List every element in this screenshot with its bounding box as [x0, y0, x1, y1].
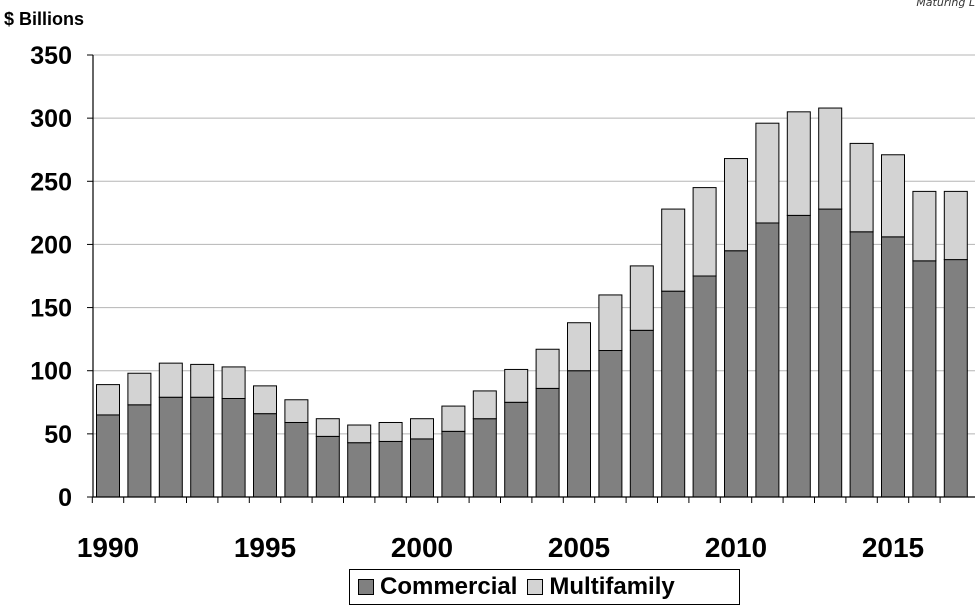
- legend-swatch-multifamily: [527, 579, 544, 595]
- y-tick-label: 150: [30, 295, 72, 323]
- bar-multifamily-1991: [127, 372, 152, 406]
- bar-multifamily-2010: [724, 158, 748, 252]
- bar-commercial-1996: [284, 421, 309, 498]
- bar-commercial-2000: [410, 438, 434, 498]
- bar-multifamily-1993: [190, 363, 215, 398]
- y-tick-label: 50: [44, 421, 72, 449]
- bar-commercial-2006: [598, 350, 623, 498]
- legend: Commercial Multifamily: [349, 569, 740, 605]
- bar-commercial-2014: [849, 231, 874, 498]
- bar-multifamily-1996: [284, 399, 309, 423]
- bars: [96, 107, 968, 498]
- legend-item-multifamily: Multifamily: [527, 573, 675, 601]
- bar-commercial-1998: [347, 442, 372, 498]
- bar-multifamily-2008: [661, 208, 686, 292]
- bar-multifamily-2014: [849, 142, 874, 233]
- bar-commercial-1990: [96, 414, 120, 498]
- bar-commercial-1995: [253, 413, 277, 498]
- y-axis-label: $ Billions: [4, 9, 85, 29]
- bar-commercial-2017: [943, 259, 968, 498]
- bar-commercial-2005: [567, 370, 591, 498]
- x-tick-label: 2010: [705, 532, 767, 563]
- bar-multifamily-2005: [567, 322, 591, 372]
- bar-commercial-2002: [472, 418, 497, 498]
- bar-commercial-2009: [692, 275, 717, 498]
- bar-multifamily-2004: [535, 348, 560, 389]
- bar-commercial-2010: [724, 250, 748, 498]
- bar-commercial-2011: [755, 222, 780, 498]
- bar-multifamily-1995: [253, 385, 277, 415]
- bar-multifamily-1999: [378, 421, 403, 442]
- bar-multifamily-1990: [96, 384, 120, 416]
- legend-swatch-commercial: [358, 579, 374, 595]
- legend-label-multifamily: Multifamily: [549, 573, 675, 600]
- bar-commercial-1992: [158, 396, 183, 498]
- bar-multifamily-2011: [755, 122, 780, 224]
- x-tick-labels: 1990 1995 2000 2005 2010 2015: [77, 532, 924, 563]
- bar-commercial-1994: [221, 397, 246, 498]
- bar-multifamily-2016: [912, 190, 937, 262]
- y-tick-label: 300: [30, 105, 72, 133]
- bar-multifamily-1998: [347, 424, 372, 444]
- bar-multifamily-2002: [472, 390, 497, 420]
- bar-commercial-1997: [315, 435, 340, 498]
- bar-multifamily-2013: [818, 107, 843, 210]
- bar-multifamily-2007: [629, 265, 654, 331]
- y-tick-label: 0: [58, 484, 72, 512]
- bar-multifamily-2012: [786, 111, 811, 216]
- bar-commercial-2016: [912, 260, 937, 498]
- bar-commercial-2007: [629, 329, 654, 498]
- y-tick-label: 250: [30, 168, 72, 196]
- bar-commercial-2015: [881, 236, 905, 498]
- bar-commercial-1991: [127, 404, 152, 498]
- x-tick-label: 2005: [548, 532, 610, 563]
- bar-multifamily-2000: [410, 418, 434, 440]
- bar-multifamily-2003: [504, 368, 529, 403]
- bar-multifamily-2006: [598, 294, 623, 352]
- y-tick-label: 100: [30, 358, 72, 386]
- bar-commercial-2008: [661, 290, 686, 498]
- x-tick-label: 1995: [234, 532, 296, 563]
- axes: [87, 54, 975, 503]
- bar-commercial-2004: [535, 387, 560, 498]
- legend-item-commercial: Commercial: [358, 573, 517, 601]
- y-tick-label: 200: [30, 231, 72, 259]
- bar-multifamily-2017: [943, 190, 968, 261]
- bar-commercial-2012: [786, 214, 811, 498]
- bar-multifamily-1997: [315, 418, 340, 437]
- x-tick-label: 1990: [77, 532, 139, 563]
- bar-commercial-1993: [190, 396, 215, 498]
- bar-multifamily-2015: [881, 154, 905, 238]
- bar-commercial-1999: [378, 440, 403, 498]
- bar-commercial-2003: [504, 401, 529, 498]
- y-tick-labels: 0 50 100 150 200 250 300 350: [30, 42, 72, 512]
- y-tick-label: 350: [30, 42, 72, 70]
- legend-label-commercial: Commercial: [380, 573, 518, 600]
- x-tick-label: 2000: [391, 532, 453, 563]
- bar-multifamily-1994: [221, 366, 246, 399]
- bar-multifamily-2001: [441, 405, 466, 432]
- x-tick-label: 2015: [862, 532, 924, 563]
- bar-commercial-2001: [441, 430, 466, 498]
- bar-commercial-2013: [818, 208, 843, 498]
- bar-multifamily-2009: [692, 187, 717, 277]
- corner-note: Maturing L: [916, 0, 975, 9]
- bar-multifamily-1992: [158, 362, 183, 398]
